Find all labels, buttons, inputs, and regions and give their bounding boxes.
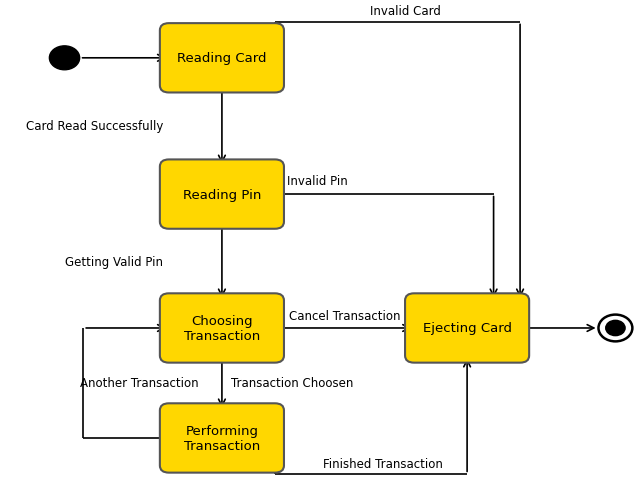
Text: Reading Card: Reading Card [177, 52, 267, 65]
Text: Finished Transaction: Finished Transaction [323, 457, 443, 470]
FancyBboxPatch shape [160, 404, 284, 473]
Text: Invalid Card: Invalid Card [370, 5, 441, 18]
Text: Getting Valid Pin: Getting Valid Pin [65, 255, 163, 268]
Text: Cancel Transaction: Cancel Transaction [289, 310, 400, 323]
Circle shape [605, 321, 625, 336]
Text: Invalid Pin: Invalid Pin [287, 175, 348, 188]
Text: Performing
Transaction: Performing Transaction [184, 424, 260, 452]
Text: Card Read Successfully: Card Read Successfully [26, 120, 163, 133]
Text: Another Transaction: Another Transaction [80, 377, 198, 390]
FancyBboxPatch shape [160, 160, 284, 229]
FancyBboxPatch shape [160, 294, 284, 363]
Circle shape [49, 47, 80, 71]
FancyBboxPatch shape [405, 294, 529, 363]
Text: Choosing
Transaction: Choosing Transaction [184, 314, 260, 342]
FancyBboxPatch shape [160, 24, 284, 93]
Text: Transaction Choosen: Transaction Choosen [231, 377, 353, 390]
Text: Ejecting Card: Ejecting Card [422, 322, 512, 335]
Text: Reading Pin: Reading Pin [182, 188, 261, 201]
